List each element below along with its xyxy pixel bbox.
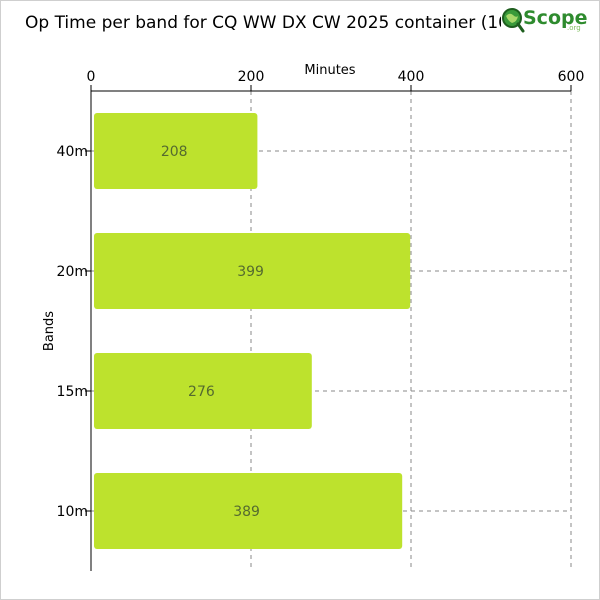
- x-tick-label: 0: [87, 69, 96, 85]
- y-tick-label: 20m: [57, 264, 88, 280]
- bar: [94, 473, 403, 549]
- x-tick-label: 400: [398, 69, 425, 85]
- y-tick-label: 15m: [57, 384, 88, 400]
- y-tick-label: 40m: [57, 144, 88, 160]
- bar-data-label: 389: [233, 504, 260, 520]
- x-axis-title: Minutes: [304, 63, 355, 78]
- y-tick-label: 10m: [57, 504, 88, 520]
- bars: 208 399 276 389: [94, 113, 411, 549]
- x-tick-label: 200: [238, 69, 265, 85]
- magnifier-globe-icon: [502, 8, 525, 33]
- bar-data-label: 276: [188, 384, 215, 400]
- chart-title: Op Time per band for CQ WW DX CW 2025 co…: [25, 13, 501, 33]
- qscope-logo: Scope .org: [501, 5, 591, 37]
- bar: [94, 113, 258, 189]
- bar-data-label: 399: [237, 264, 264, 280]
- axes: 0 200 400 600 40m 20m 15m 10m: [57, 69, 585, 571]
- logo-text: Scope: [523, 7, 588, 29]
- bar: [94, 353, 312, 429]
- x-tick-label: 600: [558, 69, 585, 85]
- y-axis-title: Bands: [42, 311, 57, 351]
- bar-data-label: 208: [161, 144, 188, 160]
- bar: [94, 233, 411, 309]
- logo-subtext: .org: [567, 24, 581, 32]
